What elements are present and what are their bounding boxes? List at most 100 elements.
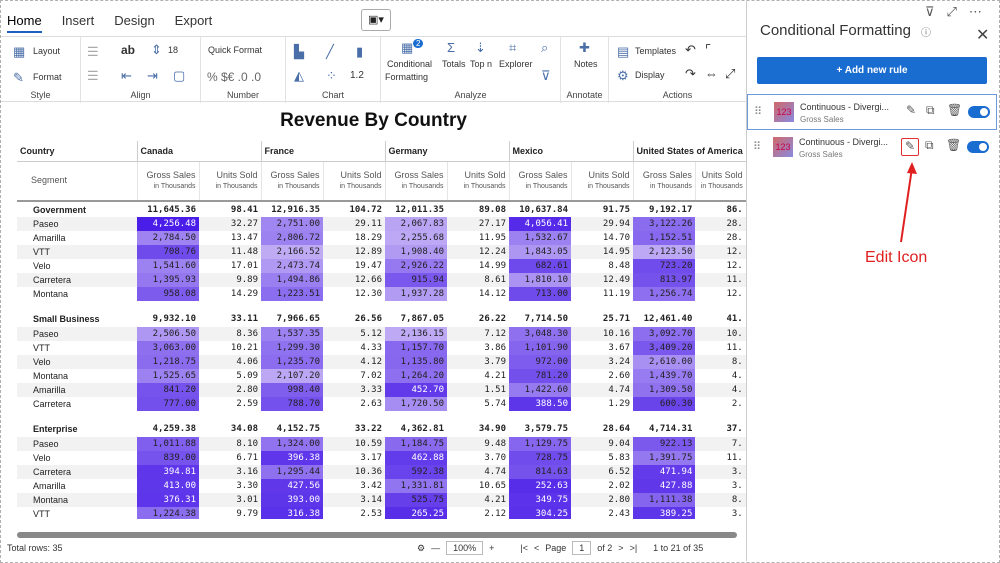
tab-insert[interactable]: Insert (61, 13, 95, 28)
units-sold-cell: 32.27 (199, 217, 261, 231)
filter-icon[interactable]: ⊽ (541, 68, 551, 83)
country-canada[interactable]: Canada (136, 141, 261, 162)
align-right-icon[interactable]: ☰ (87, 68, 99, 83)
units-sold-cell: 7.12 (447, 327, 509, 341)
edit-pencil-icon[interactable]: ✎ (901, 138, 919, 156)
column-chart-icon[interactable]: ▮ (356, 44, 364, 59)
group-align: ☰ ab ⇕ 18 ☰ ⇤ ⇥ ▢ Align (81, 37, 201, 103)
total-cell: 12,916.35 (271, 204, 320, 215)
outdent-icon[interactable]: ⇥ (147, 68, 158, 83)
copy-icon[interactable]: ⧉ (925, 138, 934, 152)
font-size-value[interactable]: 18 (168, 45, 179, 55)
rule-name: Continuous - Divergi... (799, 137, 889, 147)
group-name[interactable]: Government (33, 204, 87, 215)
gross-sales-cell: 1,295.44 (261, 465, 323, 479)
gross-sales-cell: 1,256.74 (633, 287, 696, 301)
undo-icon[interactable]: ↶ (685, 42, 696, 57)
units-sold-cell: 12.30 (354, 289, 382, 299)
country-france[interactable]: France (260, 141, 385, 162)
measure-unit: in Thousands (525, 182, 568, 190)
segment-cell: Carretera (17, 465, 137, 479)
area-chart-icon[interactable]: ◭ (294, 68, 304, 83)
format-button[interactable]: Format (33, 72, 62, 82)
segment-cell: Montana (33, 289, 69, 299)
table-row: Montana 376.31 3.01 393.00 3.14 525.75 4.21 349… (17, 493, 746, 507)
units-sold-cell: 10.59 (323, 437, 385, 451)
units-sold-cell: 28. (726, 233, 743, 243)
search-icon[interactable]: ⌕ (541, 40, 549, 55)
gross-sales-cell: 1,309.50 (633, 383, 696, 397)
last-page-icon[interactable]: >| (629, 543, 638, 553)
notes-button[interactable]: Notes (574, 59, 598, 69)
display-button[interactable]: Display (635, 70, 665, 80)
units-sold-cell: 7.02 (360, 371, 382, 381)
settings-gear-icon[interactable]: ⚙ (417, 542, 426, 553)
tab-home[interactable]: Home (7, 13, 42, 33)
fit-width-icon[interactable]: ⇔ (705, 66, 718, 81)
top-n-button[interactable]: Top n (470, 59, 493, 69)
quick-format-select[interactable]: Quick Format (208, 45, 263, 55)
scatter-chart-icon[interactable]: ⁘ (326, 68, 337, 83)
layout-button[interactable]: Layout (33, 46, 61, 56)
rule-toggle[interactable] (967, 141, 989, 153)
total-cell: 26.22 (478, 314, 506, 324)
drag-handle-icon[interactable]: ⠿ (754, 106, 763, 118)
page-total: of 2 (597, 543, 613, 553)
expand-icon[interactable]: ⤢ (946, 4, 969, 19)
bar-chart-icon[interactable]: ▙ (294, 44, 304, 59)
crop-icon[interactable]: ⌜ (705, 42, 712, 57)
segment-cell: Carretera (33, 399, 72, 409)
spacer-cell (17, 301, 746, 311)
rule-item[interactable]: ⠿ 123 Continuous - Divergi... Gross Sale… (747, 130, 997, 166)
zoom-in-button[interactable]: + (489, 543, 495, 553)
border-icon[interactable]: ▢ (173, 68, 186, 83)
conditional-formatting-button[interactable]: Conditional (387, 59, 433, 69)
country-germany[interactable]: Germany (384, 141, 509, 162)
group-name[interactable]: Small Business (33, 314, 100, 324)
rule-item[interactable]: ⠿ 123 Continuous - Divergi... Gross Sale… (747, 94, 997, 130)
indent-icon[interactable]: ⇤ (121, 68, 132, 83)
table-row: VTT 708.76 11.48 2,166.52 12.89 1,908.40 12.24… (17, 245, 746, 259)
templates-button[interactable]: Templates (635, 46, 677, 56)
ribbon-mode-toggle[interactable]: ▣▾ (361, 9, 391, 31)
units-sold-cell: 2.63 (360, 399, 382, 409)
country-usa[interactable]: United States of America (632, 141, 746, 162)
decimals-button[interactable]: 1.2 (350, 70, 364, 81)
info-icon[interactable]: ⓘ (921, 28, 931, 39)
font-button[interactable]: ab (121, 43, 136, 57)
line-chart-icon[interactable]: ╱ (326, 44, 334, 59)
explorer-button[interactable]: Explorer (499, 59, 533, 69)
totals-button[interactable]: Totals (442, 59, 466, 69)
drag-handle-icon[interactable]: ⠿ (753, 141, 762, 153)
group-name[interactable]: Enterprise (33, 424, 78, 434)
first-page-icon[interactable]: |< (520, 543, 528, 553)
delete-trash-icon[interactable]: 🗑 (947, 103, 963, 117)
measure-name: Gross Sales (146, 169, 196, 180)
fullscreen-icon[interactable]: ⤢ (725, 66, 736, 81)
total-cell: 7,966.65 (276, 314, 320, 324)
units-sold-cell: 2.02 (608, 481, 630, 491)
country-mexico[interactable]: Mexico (508, 141, 633, 162)
more-icon[interactable]: ⋯ (968, 4, 994, 19)
copy-icon[interactable]: ⧉ (926, 103, 935, 117)
total-cell: 3,579.75 (524, 424, 568, 434)
prev-page-icon[interactable]: < (533, 543, 540, 553)
ribbon: ▦ Layout ✎ Format Style ☰ ab ⇕ 18 ☰ ⇤ ⇥ … (1, 36, 746, 103)
number-format-buttons[interactable]: % $€ .0 .0 (207, 70, 262, 84)
tab-design[interactable]: Design (114, 13, 155, 28)
tab-export[interactable]: Export (174, 13, 213, 28)
page-input[interactable]: 1 (572, 541, 592, 555)
redo-icon[interactable]: ↷ (685, 66, 696, 81)
add-rule-button[interactable]: + Add new rule (757, 57, 987, 84)
align-left-icon[interactable]: ☰ (87, 44, 99, 59)
filter-icon[interactable]: ⊽ (925, 4, 947, 19)
zoom-input[interactable]: 100% (446, 541, 484, 555)
delete-trash-icon[interactable]: 🗑 (946, 138, 962, 152)
zoom-out-button[interactable]: — (431, 543, 441, 553)
rule-toggle[interactable] (968, 106, 990, 118)
horizontal-scrollbar[interactable] (17, 532, 737, 538)
next-page-icon[interactable]: > (618, 543, 624, 553)
edit-pencil-icon[interactable]: ✎ (905, 103, 917, 117)
close-icon[interactable]: ✕ (976, 27, 990, 44)
conditional-formatting-dropdown[interactable]: Formatting (385, 72, 429, 82)
